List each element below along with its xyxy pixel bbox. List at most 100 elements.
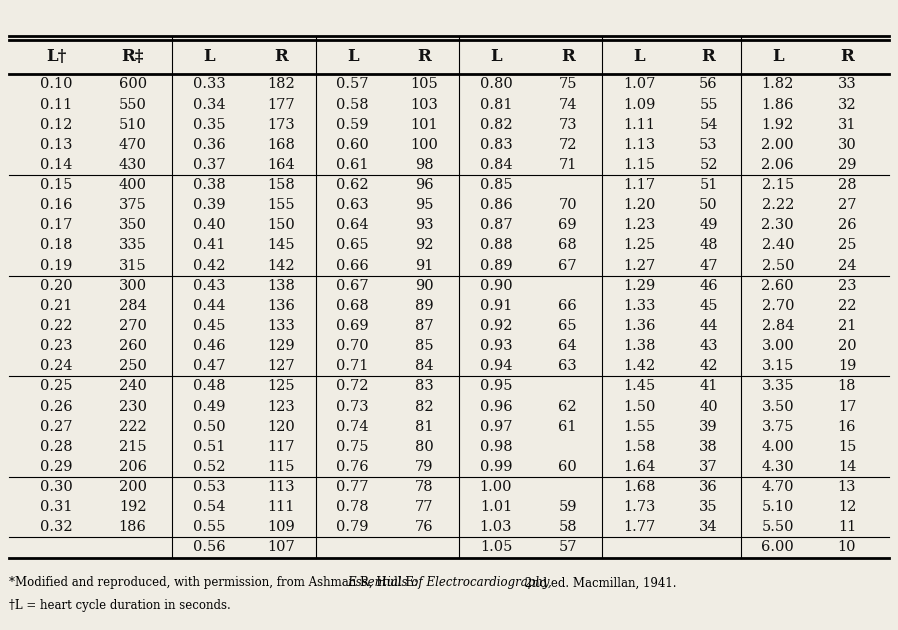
Text: 0.80: 0.80 <box>480 77 513 91</box>
Text: 0.46: 0.46 <box>193 339 225 353</box>
Text: 40: 40 <box>700 399 718 413</box>
Text: 0.93: 0.93 <box>480 339 512 353</box>
Text: 0.32: 0.32 <box>40 520 72 534</box>
Text: 65: 65 <box>559 319 577 333</box>
Text: 3.50: 3.50 <box>762 399 794 413</box>
Text: 103: 103 <box>410 98 438 112</box>
Text: 1.73: 1.73 <box>623 500 656 514</box>
Text: 0.83: 0.83 <box>480 138 513 152</box>
Text: 0.50: 0.50 <box>193 420 225 433</box>
Text: 260: 260 <box>119 339 146 353</box>
Text: 129: 129 <box>267 339 295 353</box>
Text: 0.13: 0.13 <box>40 138 72 152</box>
Text: 3.00: 3.00 <box>762 339 794 353</box>
Text: 136: 136 <box>267 299 295 313</box>
Text: 3.15: 3.15 <box>762 359 794 374</box>
Text: 0.39: 0.39 <box>193 198 225 212</box>
Text: 284: 284 <box>119 299 146 313</box>
Text: 1.33: 1.33 <box>623 299 656 313</box>
Text: 1.38: 1.38 <box>623 339 656 353</box>
Text: 4.70: 4.70 <box>762 480 794 494</box>
Text: 20: 20 <box>838 339 857 353</box>
Text: 0.16: 0.16 <box>40 198 72 212</box>
Text: 0.33: 0.33 <box>193 77 225 91</box>
Text: 0.77: 0.77 <box>337 480 369 494</box>
Text: 0.10: 0.10 <box>40 77 72 91</box>
Text: 1.27: 1.27 <box>623 258 656 273</box>
Text: 92: 92 <box>415 239 434 253</box>
Text: 215: 215 <box>119 440 146 454</box>
Text: 240: 240 <box>119 379 146 393</box>
Text: 0.69: 0.69 <box>336 319 369 333</box>
Text: 335: 335 <box>119 239 146 253</box>
Text: 48: 48 <box>700 239 718 253</box>
Text: 0.70: 0.70 <box>336 339 369 353</box>
Text: 0.90: 0.90 <box>480 278 512 293</box>
Text: 150: 150 <box>267 219 295 232</box>
Text: 1.01: 1.01 <box>480 500 512 514</box>
Text: 1.11: 1.11 <box>623 118 656 132</box>
Text: 61: 61 <box>559 420 577 433</box>
Text: 0.17: 0.17 <box>40 219 72 232</box>
Text: 0.75: 0.75 <box>337 440 369 454</box>
Text: R: R <box>274 48 287 65</box>
Text: 510: 510 <box>119 118 146 132</box>
Text: 117: 117 <box>267 440 295 454</box>
Text: R: R <box>418 48 431 65</box>
Text: 0.42: 0.42 <box>193 258 225 273</box>
Text: 192: 192 <box>119 500 146 514</box>
Text: 71: 71 <box>559 158 577 172</box>
Text: 11: 11 <box>838 520 856 534</box>
Text: 73: 73 <box>559 118 577 132</box>
Text: 74: 74 <box>559 98 577 112</box>
Text: 2.22: 2.22 <box>762 198 794 212</box>
Text: 80: 80 <box>415 440 434 454</box>
Text: Essentials of Electrocardiography,: Essentials of Electrocardiography, <box>347 576 551 590</box>
Text: 62: 62 <box>559 399 577 413</box>
Text: 39: 39 <box>700 420 718 433</box>
Text: 46: 46 <box>700 278 718 293</box>
Text: 81: 81 <box>415 420 434 433</box>
Text: 0.66: 0.66 <box>336 258 369 273</box>
Text: 230: 230 <box>119 399 146 413</box>
Text: 0.72: 0.72 <box>337 379 369 393</box>
Text: 29: 29 <box>838 158 857 172</box>
Text: 21: 21 <box>838 319 856 333</box>
Text: 0.68: 0.68 <box>336 299 369 313</box>
Text: 43: 43 <box>700 339 718 353</box>
Text: 0.23: 0.23 <box>40 339 72 353</box>
Text: 0.95: 0.95 <box>480 379 512 393</box>
Text: 3.35: 3.35 <box>762 379 794 393</box>
Text: 84: 84 <box>415 359 434 374</box>
Text: 78: 78 <box>415 480 434 494</box>
Text: 98: 98 <box>415 158 434 172</box>
Text: 0.47: 0.47 <box>193 359 225 374</box>
Text: 0.58: 0.58 <box>336 98 369 112</box>
Text: 37: 37 <box>700 460 718 474</box>
Text: 1.64: 1.64 <box>623 460 656 474</box>
Text: 186: 186 <box>119 520 146 534</box>
Text: 0.53: 0.53 <box>193 480 225 494</box>
Text: 100: 100 <box>410 138 438 152</box>
Text: 79: 79 <box>415 460 434 474</box>
Text: 96: 96 <box>415 178 434 192</box>
Text: 1.92: 1.92 <box>762 118 794 132</box>
Text: 1.13: 1.13 <box>623 138 656 152</box>
Text: 85: 85 <box>415 339 434 353</box>
Text: 2.50: 2.50 <box>762 258 794 273</box>
Text: 55: 55 <box>700 98 718 112</box>
Text: 1.50: 1.50 <box>623 399 656 413</box>
Text: 0.89: 0.89 <box>480 258 512 273</box>
Text: 68: 68 <box>559 239 577 253</box>
Text: 250: 250 <box>119 359 146 374</box>
Text: 158: 158 <box>267 178 295 192</box>
Text: 177: 177 <box>267 98 295 112</box>
Text: 0.67: 0.67 <box>336 278 369 293</box>
Text: 1.86: 1.86 <box>762 98 794 112</box>
Text: 64: 64 <box>559 339 577 353</box>
Text: 0.87: 0.87 <box>480 219 512 232</box>
Text: 0.35: 0.35 <box>193 118 225 132</box>
Text: 0.34: 0.34 <box>193 98 225 112</box>
Text: 3.75: 3.75 <box>762 420 794 433</box>
Text: 2.30: 2.30 <box>762 219 794 232</box>
